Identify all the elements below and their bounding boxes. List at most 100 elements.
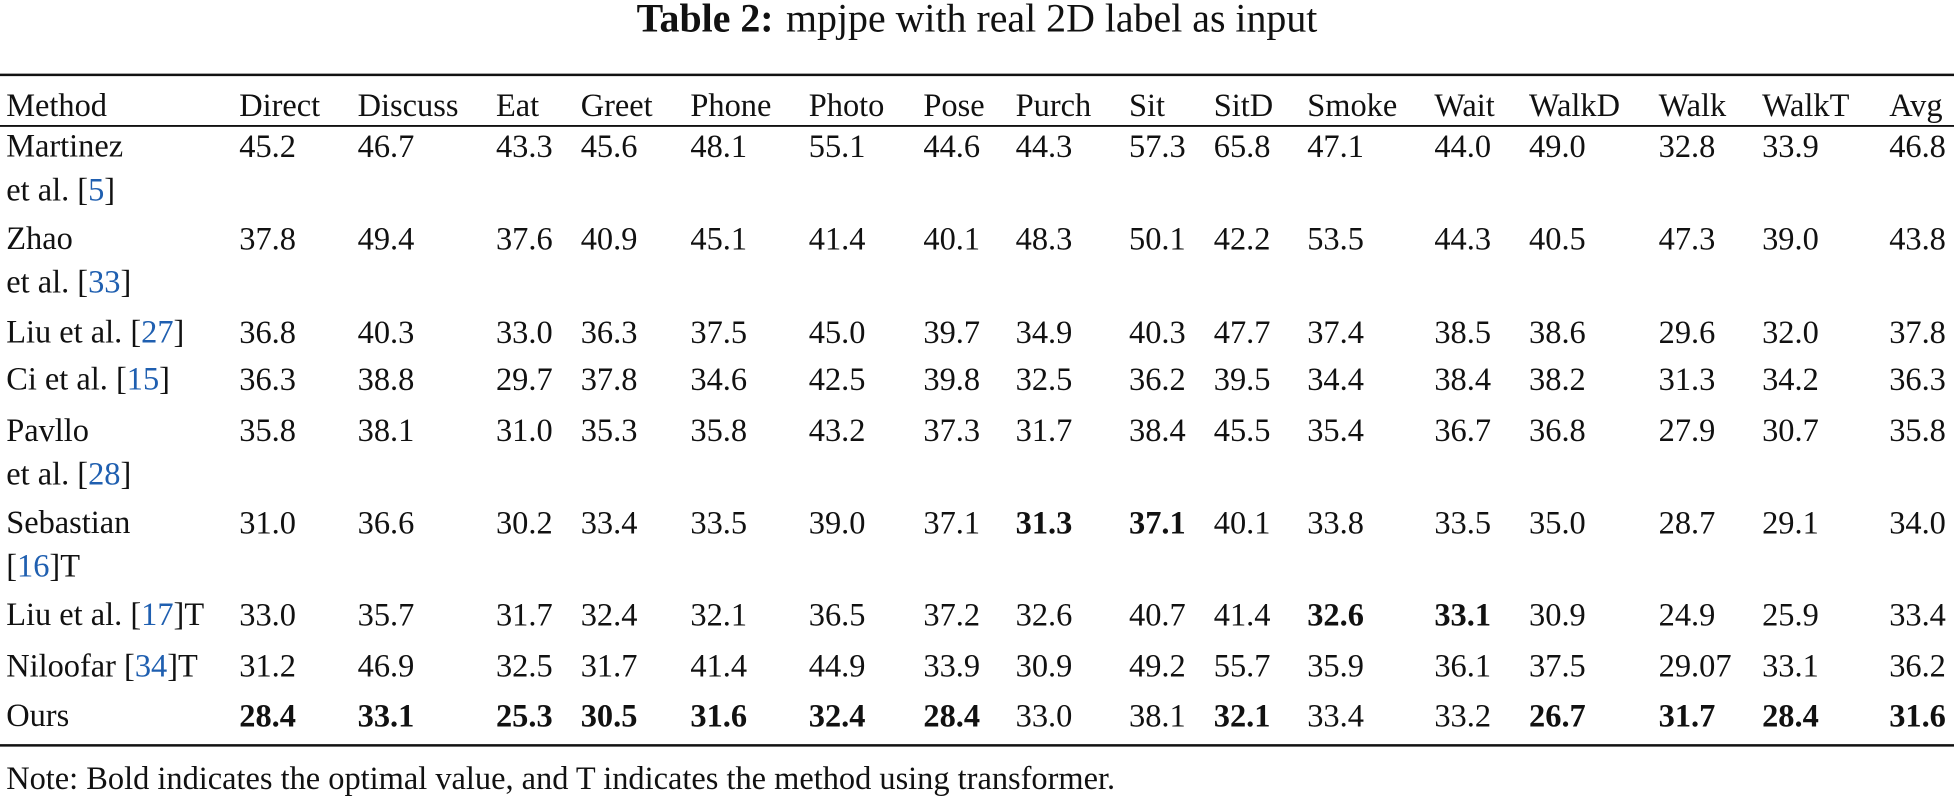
method-text: Martinez <box>6 129 123 165</box>
method-cell: Zhao <box>6 221 73 257</box>
method-text: ] <box>120 457 131 493</box>
method-cell: Niloofar [34]T <box>6 649 198 685</box>
value-cell: 35.0 <box>1529 505 1586 541</box>
method-text: ]T <box>49 549 80 585</box>
method-text: ]T <box>174 598 205 634</box>
citation: 27 <box>141 315 173 351</box>
value-cell: 40.3 <box>358 315 415 351</box>
value-cell: 28.7 <box>1659 505 1716 541</box>
value-cell: 41.4 <box>809 221 866 257</box>
value-cell: 32.0 <box>1762 315 1819 351</box>
value-cell: 35.8 <box>239 413 296 449</box>
value-cell: 36.3 <box>581 315 638 351</box>
value-cell: 45.1 <box>690 221 747 257</box>
value-cell: 45.0 <box>809 315 866 351</box>
value-cell: 35.7 <box>358 598 415 634</box>
method-text: ] <box>120 265 131 301</box>
method-text: Sebastian <box>6 505 130 541</box>
value-cell: 44.6 <box>923 129 980 165</box>
method-text: Pavllo <box>6 413 89 449</box>
value-cell: 36.6 <box>358 505 415 541</box>
value-cell: 28.4 <box>923 699 980 735</box>
method-cell: [16]T <box>6 549 80 585</box>
value-cell: 37.6 <box>496 221 553 257</box>
value-cell: 32.5 <box>496 649 553 685</box>
value-cell: 36.1 <box>1434 649 1491 685</box>
value-cell: 24.9 <box>1659 598 1716 634</box>
header-cell: Avg <box>1889 88 1942 124</box>
header-cell: Method <box>6 88 107 124</box>
value-cell: 55.1 <box>809 129 866 165</box>
value-cell: 38.4 <box>1434 362 1491 398</box>
value-cell: 46.9 <box>358 649 415 685</box>
method-text: ] <box>174 315 185 351</box>
citation: 16 <box>17 549 49 585</box>
value-cell: 36.3 <box>239 362 296 398</box>
value-cell: 33.4 <box>1889 598 1946 634</box>
value-cell: 33.5 <box>690 505 747 541</box>
value-cell: 43.2 <box>809 413 866 449</box>
value-cell: 49.0 <box>1529 129 1586 165</box>
value-cell: 36.3 <box>1889 362 1946 398</box>
value-cell: 55.7 <box>1214 649 1271 685</box>
method-text: Ours <box>6 699 69 735</box>
value-cell: 53.5 <box>1307 221 1364 257</box>
header-cell: Greet <box>581 88 653 124</box>
value-cell: 33.5 <box>1434 505 1491 541</box>
value-cell: 35.4 <box>1307 413 1364 449</box>
value-cell: 32.1 <box>1214 699 1271 735</box>
method-text: ]T <box>167 649 198 685</box>
header-cell: Direct <box>239 88 320 124</box>
value-cell: 35.8 <box>1889 413 1946 449</box>
value-cell: 33.2 <box>1434 699 1491 735</box>
value-cell: 33.8 <box>1307 505 1364 541</box>
method-cell: et al. [28] <box>6 457 131 493</box>
value-cell: 37.1 <box>1129 505 1186 541</box>
value-cell: 29.07 <box>1659 649 1732 685</box>
value-cell: 32.6 <box>1307 598 1364 634</box>
value-cell: 36.2 <box>1889 649 1946 685</box>
value-cell: 37.3 <box>923 413 980 449</box>
citation: 17 <box>141 598 173 634</box>
value-cell: 30.9 <box>1016 649 1073 685</box>
value-cell: 44.9 <box>809 649 866 685</box>
method-cell: et al. [5] <box>6 173 115 209</box>
caption: Table 2: mpjpe with real 2D label as inpu… <box>637 0 1318 41</box>
value-cell: 48.3 <box>1016 221 1073 257</box>
value-cell: 37.5 <box>1529 649 1586 685</box>
header-cell: WalkD <box>1529 88 1620 124</box>
value-cell: 39.5 <box>1214 362 1271 398</box>
value-cell: 31.7 <box>581 649 638 685</box>
value-cell: 32.4 <box>809 699 866 735</box>
caption-text: mpjpe with real 2D label as input <box>786 0 1317 41</box>
value-cell: 31.0 <box>496 413 553 449</box>
header-cell: Pose <box>923 88 984 124</box>
value-cell: 40.1 <box>923 221 980 257</box>
value-cell: 33.4 <box>581 505 638 541</box>
value-cell: 30.2 <box>496 505 553 541</box>
value-cell: 33.9 <box>1762 129 1819 165</box>
method-text: et al. [ <box>6 457 88 493</box>
value-cell: 65.8 <box>1214 129 1271 165</box>
value-cell: 33.1 <box>358 699 415 735</box>
value-cell: 30.9 <box>1529 598 1586 634</box>
note: Note: Bold indicates the optimal value, … <box>6 761 1115 797</box>
value-cell: 37.1 <box>923 505 980 541</box>
value-cell: 45.5 <box>1214 413 1271 449</box>
header-cell: WalkT <box>1762 88 1850 124</box>
value-cell: 38.6 <box>1529 315 1586 351</box>
method-text: ] <box>104 173 115 209</box>
value-cell: 43.8 <box>1889 221 1946 257</box>
value-cell: 32.8 <box>1659 129 1716 165</box>
method-text: Ci et al. [ <box>6 362 127 398</box>
value-cell: 46.7 <box>358 129 415 165</box>
value-cell: 40.9 <box>581 221 638 257</box>
value-cell: 35.3 <box>581 413 638 449</box>
value-cell: 40.5 <box>1529 221 1586 257</box>
value-cell: 37.8 <box>581 362 638 398</box>
value-cell: 44.3 <box>1016 129 1073 165</box>
value-cell: 44.3 <box>1434 221 1491 257</box>
value-cell: 45.6 <box>581 129 638 165</box>
value-cell: 37.2 <box>923 598 980 634</box>
value-cell: 37.5 <box>690 315 747 351</box>
